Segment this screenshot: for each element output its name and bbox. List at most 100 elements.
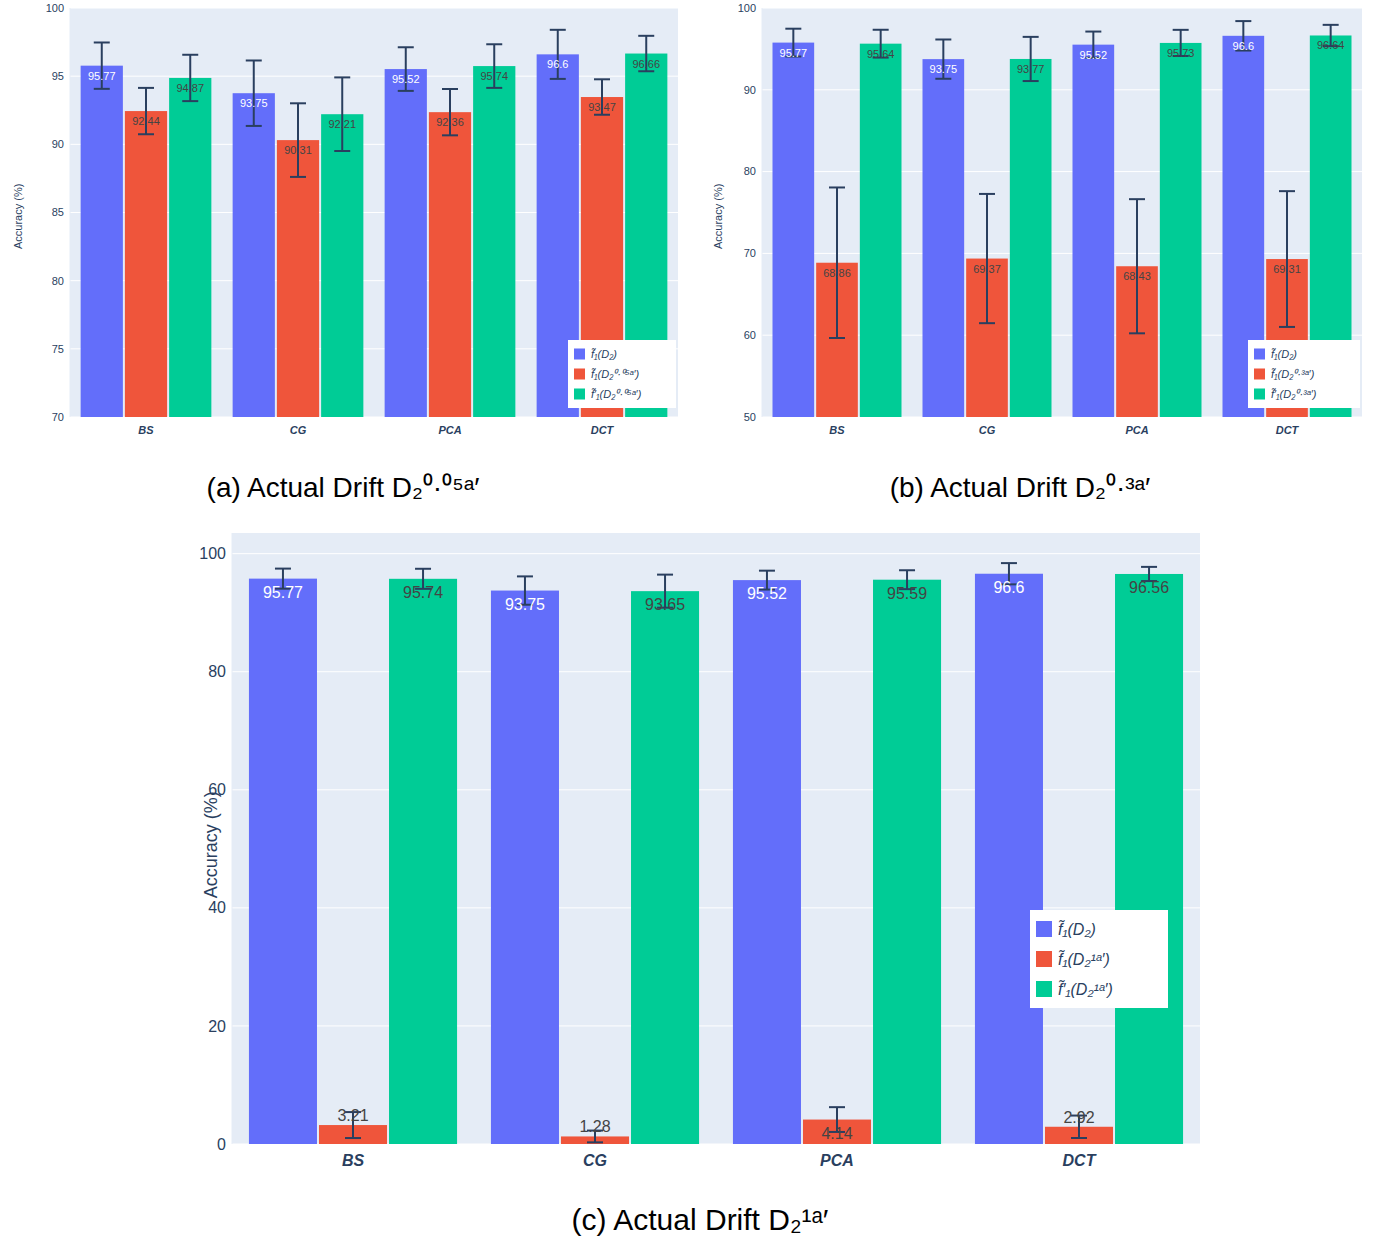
grid-line [232, 1025, 1200, 1026]
x-tick-label: BS [138, 424, 154, 436]
bar [1160, 43, 1202, 417]
error-cap [1323, 24, 1339, 26]
bar [389, 579, 457, 1144]
grid-line [762, 253, 1362, 254]
bar [81, 66, 123, 417]
y-axis-title: Accuracy (%) [12, 184, 24, 249]
y-axis-title: Accuracy (%) [712, 184, 724, 249]
data-label: 96.56 [1129, 579, 1169, 596]
error-cap [138, 87, 154, 89]
bar [860, 44, 902, 417]
chart: 5060708090100Accuracy (%)95.7768.8695.64… [712, 2, 1362, 503]
y-tick-label: 20 [208, 1018, 226, 1035]
data-label: 93.47 [588, 101, 616, 113]
error-cap [334, 150, 350, 152]
legend-label: f̃′₁(D₂⁰·⁰⁵ᵃ′) [591, 388, 642, 400]
error-cap [935, 38, 951, 40]
legend-swatch [574, 369, 585, 380]
plot-area [70, 8, 678, 417]
error-cap [1235, 20, 1251, 22]
data-label: 1.28 [579, 1118, 610, 1135]
y-tick-label: 80 [744, 165, 756, 177]
data-label: 96.6 [1233, 40, 1254, 52]
data-label: 93.65 [645, 596, 685, 613]
error-cap [594, 114, 610, 116]
grid-line [70, 8, 678, 9]
y-tick-label: 50 [744, 411, 756, 423]
data-label: 96.64 [1317, 39, 1345, 51]
error-cap [94, 41, 110, 43]
grid-line [762, 89, 1362, 90]
data-label: 93.77 [1017, 63, 1045, 75]
data-label: 92.44 [132, 115, 160, 127]
x-tick-label: DCT [591, 424, 615, 436]
legend-swatch [1254, 389, 1265, 400]
error-cap [486, 43, 502, 45]
data-label: 68.43 [1123, 270, 1151, 282]
data-label: 90.31 [284, 144, 312, 156]
error-bar [246, 60, 262, 125]
data-label: 95.52 [747, 585, 787, 602]
y-tick-label: 40 [208, 899, 226, 916]
y-axis-line [70, 8, 71, 417]
legend-box [1030, 910, 1168, 1008]
grid-line [762, 8, 1362, 9]
error-stem [449, 89, 451, 135]
y-tick-label: 100 [738, 2, 756, 14]
error-cap [398, 46, 414, 48]
error-cap [182, 54, 198, 56]
data-label: 95.77 [780, 47, 808, 59]
error-stem [836, 187, 838, 338]
data-label: 95.77 [88, 70, 116, 82]
bar [1115, 574, 1183, 1144]
bar [1073, 45, 1115, 417]
error-cap [1071, 1137, 1087, 1139]
x-tick-label: DCT [1063, 1152, 1097, 1169]
error-cap [873, 29, 889, 31]
error-cap [94, 88, 110, 90]
legend-label: f̃₁(D₂) [1271, 348, 1297, 360]
y-axis-line [232, 533, 233, 1144]
error-bar [334, 77, 350, 151]
legend-label: f̃′₁(D₂¹ᵃ′) [1058, 979, 1113, 998]
error-cap [1279, 190, 1295, 192]
error-cap [829, 1106, 845, 1108]
error-cap [398, 90, 414, 92]
plot-area [762, 8, 1362, 417]
error-stem [253, 60, 255, 125]
y-tick-label: 90 [52, 138, 64, 150]
error-stem [557, 30, 559, 79]
y-tick-label: 95 [52, 70, 64, 82]
error-cap [1085, 31, 1101, 33]
data-label: 96.6 [993, 579, 1024, 596]
legend-swatch [1036, 951, 1052, 967]
x-tick-label: BS [342, 1152, 365, 1169]
chart: 020406080100Accuracy (%)95.773.2195.7493… [199, 533, 1200, 1236]
bar [277, 140, 319, 417]
x-tick-label: CG [290, 424, 307, 436]
data-label: 92.36 [436, 116, 464, 128]
error-cap [182, 100, 198, 102]
error-cap [1001, 562, 1017, 564]
data-label: 95.73 [1167, 47, 1195, 59]
data-label: 4.14 [821, 1125, 852, 1142]
legend-label: f̃₁(D₂⁰·⁰⁵ᵃ′) [591, 368, 640, 380]
data-labels: 95.7792.4494.8793.7590.3192.2195.5292.36… [88, 58, 660, 157]
bar [631, 591, 699, 1144]
legend: f̃₁(D₂)f̃₁(D₂¹ᵃ′)f̃′₁(D₂¹ᵃ′) [1030, 910, 1168, 1008]
data-label: 69.31 [1273, 263, 1301, 275]
error-stem [297, 103, 299, 177]
x-tick-label: PCA [438, 424, 461, 436]
error-cap [785, 28, 801, 30]
error-bar [138, 88, 154, 134]
data-label: 95.64 [867, 48, 895, 60]
legend-swatch [574, 389, 585, 400]
error-cap [290, 102, 306, 104]
error-cap [587, 1141, 603, 1143]
error-cap [1173, 29, 1189, 31]
canvas: 707580859095100Accuracy (%)95.7792.4494.… [0, 0, 1380, 1250]
data-label: 93.75 [505, 596, 545, 613]
caption: (c) Actual Drift D₂¹ᵃ′ [572, 1203, 829, 1236]
error-cap [138, 133, 154, 135]
error-cap [415, 568, 431, 570]
